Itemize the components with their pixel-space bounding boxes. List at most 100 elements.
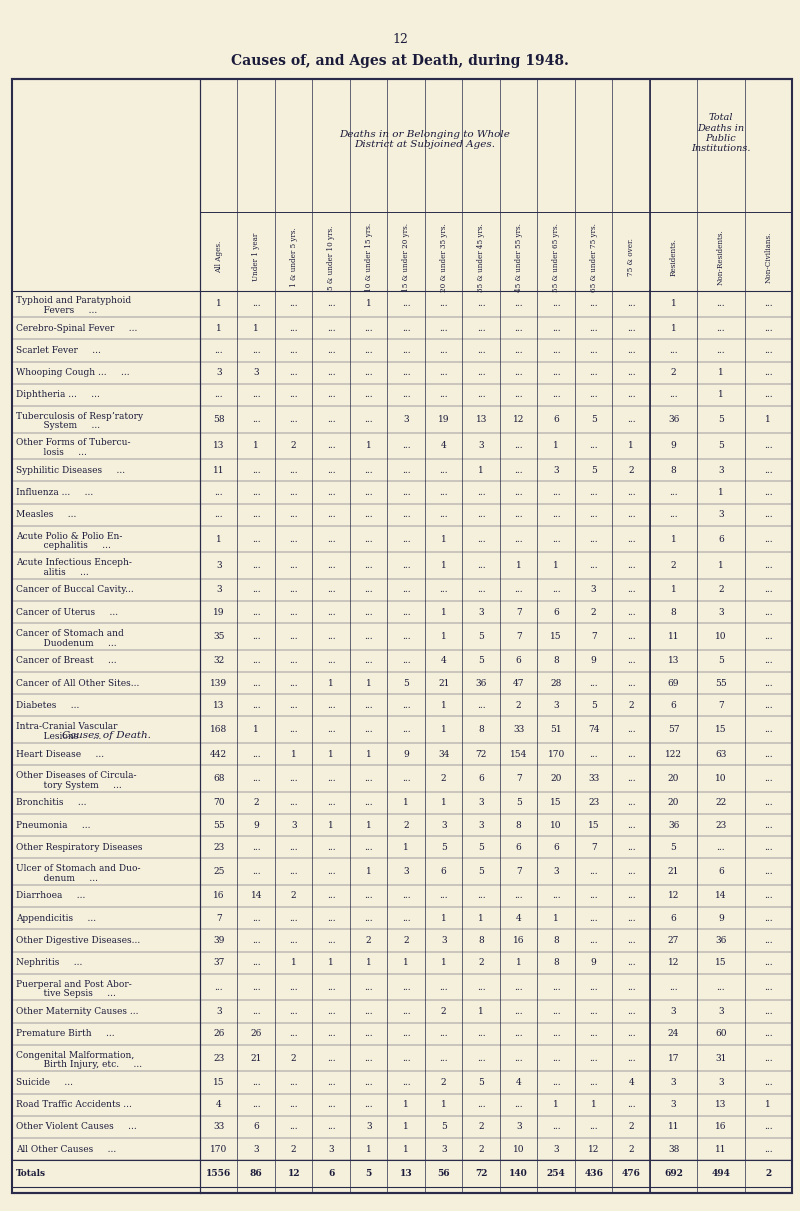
Text: ...: ...	[252, 488, 261, 497]
Text: 23: 23	[213, 1054, 224, 1062]
Text: ...: ...	[477, 346, 486, 355]
Text: 33: 33	[588, 774, 599, 782]
Text: ...: ...	[365, 725, 373, 734]
Text: ...: ...	[290, 534, 298, 544]
Text: 6: 6	[718, 867, 724, 876]
Text: ...: ...	[402, 891, 410, 901]
Text: ...: ...	[627, 867, 635, 876]
Text: 11: 11	[668, 632, 679, 641]
Text: Cerebro-Spinal Fever     ...: Cerebro-Spinal Fever ...	[16, 323, 138, 333]
Text: ...: ...	[365, 914, 373, 923]
Text: ...: ...	[290, 798, 298, 808]
Text: ...: ...	[214, 488, 223, 497]
Text: ...: ...	[590, 441, 598, 450]
Text: 13: 13	[213, 701, 225, 710]
Text: ...: ...	[290, 346, 298, 355]
Text: 2: 2	[478, 1144, 484, 1154]
Text: 3: 3	[216, 561, 222, 570]
Text: 3: 3	[670, 1078, 677, 1087]
Text: ...: ...	[290, 1029, 298, 1038]
Text: ...: ...	[477, 390, 486, 400]
Text: ...: ...	[365, 1029, 373, 1038]
Text: ...: ...	[290, 982, 298, 992]
Text: ...: ...	[590, 891, 598, 901]
Text: ...: ...	[514, 466, 523, 475]
Text: 1: 1	[554, 914, 559, 923]
Text: ...: ...	[552, 323, 561, 333]
Text: ...: ...	[627, 346, 635, 355]
Text: 1: 1	[328, 821, 334, 830]
Text: 10: 10	[715, 632, 726, 641]
Text: 8: 8	[478, 725, 484, 734]
Text: ...: ...	[402, 561, 410, 570]
Text: ...: ...	[402, 982, 410, 992]
Text: ...: ...	[764, 632, 773, 641]
Text: ...: ...	[365, 323, 373, 333]
Text: 36: 36	[668, 821, 679, 830]
Text: 140: 140	[510, 1169, 528, 1178]
Text: 2: 2	[591, 608, 597, 616]
Text: 1: 1	[441, 701, 446, 710]
Text: 7: 7	[516, 774, 522, 782]
Text: ...: ...	[439, 1029, 448, 1038]
Text: ...: ...	[327, 1054, 335, 1062]
Text: ...: ...	[402, 1008, 410, 1016]
Text: 2: 2	[291, 891, 297, 901]
Text: 12: 12	[668, 958, 679, 968]
Text: ...: ...	[290, 323, 298, 333]
Text: 6: 6	[516, 656, 522, 665]
Text: 6: 6	[516, 843, 522, 851]
Text: 1 & under 5 yrs.: 1 & under 5 yrs.	[290, 228, 298, 287]
Text: 1: 1	[254, 441, 259, 450]
Text: ...: ...	[252, 843, 261, 851]
Text: 170: 170	[210, 1144, 227, 1154]
Text: All Ages.: All Ages.	[214, 241, 222, 274]
Text: ...: ...	[627, 750, 635, 758]
Text: ...: ...	[627, 534, 635, 544]
Text: 1: 1	[366, 750, 371, 758]
Text: ...: ...	[764, 299, 773, 309]
Text: Total
Deaths in
Public
Institutions.: Total Deaths in Public Institutions.	[691, 113, 750, 154]
Text: Lesions     ...: Lesions ...	[32, 731, 102, 741]
Text: 5: 5	[590, 701, 597, 710]
Text: ...: ...	[764, 821, 773, 830]
Text: ...: ...	[290, 867, 298, 876]
Text: ...: ...	[477, 323, 486, 333]
Text: ...: ...	[764, 488, 773, 497]
Text: ...: ...	[590, 390, 598, 400]
Text: 13: 13	[400, 1169, 413, 1178]
Text: ...: ...	[252, 867, 261, 876]
Text: 3: 3	[554, 701, 559, 710]
Text: ...: ...	[402, 299, 410, 309]
Text: ...: ...	[290, 510, 298, 520]
Text: Scarlet Fever     ...: Scarlet Fever ...	[16, 346, 101, 355]
Text: ...: ...	[252, 632, 261, 641]
Text: ...: ...	[764, 390, 773, 400]
Text: ...: ...	[327, 534, 335, 544]
Text: ...: ...	[590, 561, 598, 570]
Text: ...: ...	[590, 368, 598, 378]
Text: 2: 2	[628, 1144, 634, 1154]
Text: 3: 3	[718, 466, 724, 475]
Text: ...: ...	[402, 585, 410, 595]
Text: ...: ...	[552, 891, 561, 901]
Text: ...: ...	[627, 678, 635, 688]
Text: ...: ...	[477, 1029, 486, 1038]
Text: ...: ...	[327, 346, 335, 355]
Text: ...: ...	[590, 1123, 598, 1131]
Text: 7: 7	[516, 608, 522, 616]
Text: ...: ...	[552, 510, 561, 520]
Text: 2: 2	[478, 958, 484, 968]
Text: 3: 3	[291, 821, 297, 830]
Text: ...: ...	[290, 608, 298, 616]
Text: ...: ...	[670, 488, 678, 497]
Text: 23: 23	[715, 821, 726, 830]
Text: ...: ...	[552, 982, 561, 992]
Text: 1: 1	[670, 534, 677, 544]
Text: 154: 154	[510, 750, 527, 758]
Text: ...: ...	[764, 936, 773, 945]
Text: System     ...: System ...	[32, 421, 100, 430]
Text: 3: 3	[441, 936, 446, 945]
Text: 11: 11	[715, 1144, 726, 1154]
Text: 31: 31	[715, 1054, 726, 1062]
